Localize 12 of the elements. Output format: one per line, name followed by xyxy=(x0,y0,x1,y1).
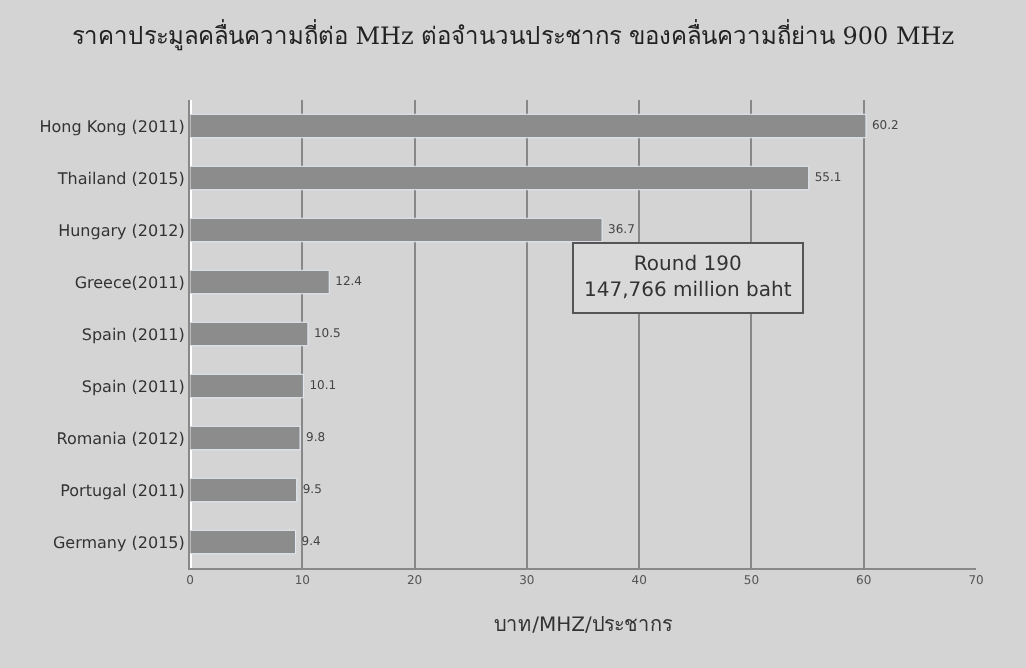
y-tick-label: Greece(2011) xyxy=(74,273,185,292)
y-tick-label: Portugal (2011) xyxy=(60,481,185,500)
y-tick-label: Germany (2015) xyxy=(52,533,185,552)
y-tick-label: Spain (2011) xyxy=(81,325,185,344)
y-tick-label: Spain (2011) xyxy=(81,377,185,396)
chart-title: ราคาประมูลคลื่นความถี่ต่อ MHz ต่อจำนวนประชากร ของคลื่นความถี่ย่าน 900 MHz xyxy=(71,17,955,52)
y-tick-label: Hungary (2012) xyxy=(58,221,185,240)
y-tick-label: Thailand (2015) xyxy=(55,169,185,188)
y-tick-label: Hong Kong (2011) xyxy=(39,117,185,136)
x-axis-title: บาท/MHZ/ประชากร xyxy=(494,615,674,638)
y-tick-label: Romania (2012) xyxy=(56,429,185,448)
annotation: Round 190 147,766 million baht xyxy=(584,254,792,302)
